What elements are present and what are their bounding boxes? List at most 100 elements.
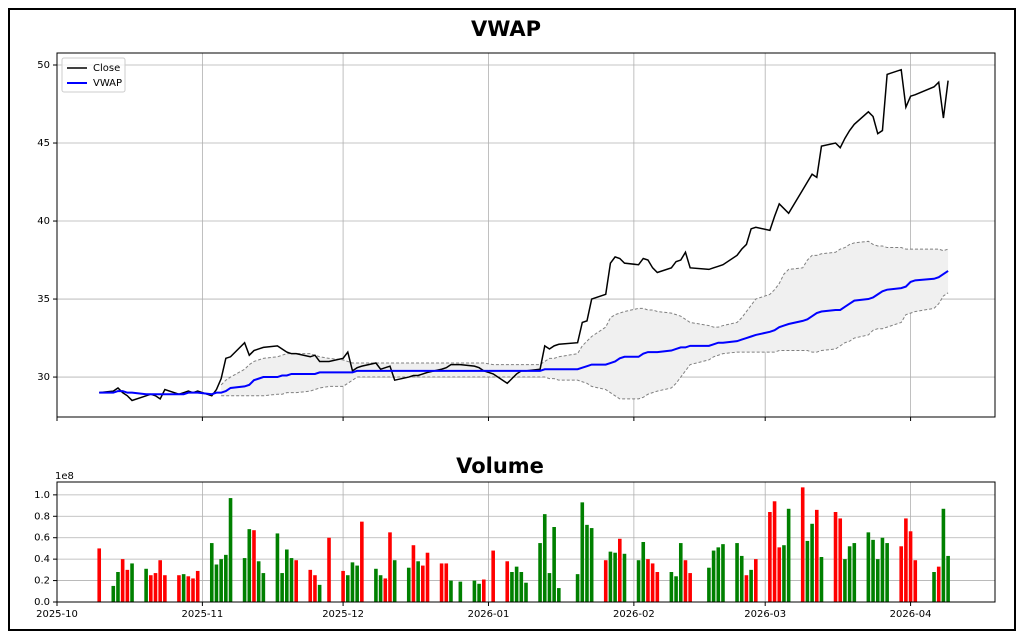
volume-bar [247, 529, 252, 602]
volume-bar [744, 575, 749, 602]
volume-bar [360, 521, 364, 602]
volume-bar [641, 542, 646, 602]
volume-bar [421, 565, 425, 602]
volume-bar [585, 524, 589, 602]
volume-bar [219, 559, 223, 602]
offset-label: 1e8 [55, 471, 74, 482]
volume-bar [589, 528, 594, 602]
volume-bar [125, 569, 130, 602]
y-tick-label: 35 [37, 294, 50, 305]
volume-bar [843, 559, 847, 602]
volume-bar [378, 575, 383, 602]
volume-bar [261, 573, 266, 602]
volume-bar [749, 569, 753, 602]
volume-bar [932, 572, 936, 602]
volume-bar [116, 572, 120, 602]
volume-bar [120, 559, 125, 602]
volume-bar [800, 487, 805, 602]
volume-bar [130, 563, 134, 602]
volume-bar [242, 558, 247, 602]
volume-bar [524, 582, 528, 602]
volume-bar [228, 498, 233, 602]
volume-bar [613, 552, 617, 602]
volume-bar [158, 560, 162, 602]
volume-bar [941, 508, 946, 602]
volume-bar [904, 518, 908, 602]
volume-bar [491, 550, 495, 602]
volume-bar [618, 538, 622, 602]
y-tick-label: 0.0 [34, 597, 50, 608]
chart-title: Volume [456, 454, 544, 478]
volume-bar [707, 567, 711, 602]
volume-bar [754, 559, 758, 602]
volume-bar [814, 509, 819, 602]
volume-bar [514, 566, 519, 602]
x-tick-label: 2025-10 [36, 609, 78, 620]
volume-bar [636, 560, 641, 602]
volume-bar [177, 575, 181, 602]
volume-bar [275, 533, 280, 602]
volume-bar [519, 572, 524, 602]
volume-bar [875, 559, 880, 602]
volume-bar [838, 518, 843, 602]
band-fill [221, 241, 949, 399]
volume-bar [472, 580, 477, 602]
y-tick-label: 40 [37, 216, 50, 227]
volume-bar [913, 560, 918, 602]
volume-bar [416, 561, 420, 602]
volume-bar [505, 561, 510, 602]
volume-bar [678, 543, 683, 602]
volume-bar [510, 572, 514, 602]
volume-bar [153, 573, 158, 602]
volume-bar [711, 550, 716, 602]
volume-bar [946, 555, 950, 602]
volume-bar [163, 575, 167, 602]
volume-bar [481, 579, 486, 602]
volume-bar [768, 512, 772, 602]
volume-bar [388, 532, 392, 602]
volume-bar [646, 559, 650, 602]
volume-bar [688, 573, 692, 602]
volume-bar [772, 501, 777, 602]
volume-bar [411, 545, 416, 602]
volume-bar [444, 563, 449, 602]
volume-bar [782, 545, 786, 602]
volume-bar [406, 567, 411, 602]
volume-bar [355, 565, 359, 602]
x-tick-label: 2026-01 [468, 609, 510, 620]
legend-label: VWAP [93, 78, 122, 89]
volume-bar [345, 575, 350, 602]
volume-bar [580, 502, 585, 602]
volume-bar [833, 512, 838, 602]
volume-bar [603, 560, 608, 602]
x-tick-label: 2026-03 [744, 609, 786, 620]
volume-bar [350, 562, 355, 602]
x-tick-label: 2025-11 [181, 609, 223, 620]
series-line [99, 270, 949, 396]
axes-frame [56, 481, 996, 603]
volume-bar [111, 585, 116, 602]
x-tick-label: 2025-12 [322, 609, 364, 620]
volume-bar [885, 543, 889, 602]
volume-bar [735, 543, 739, 602]
volume-bar [149, 575, 153, 602]
volume-bar [97, 548, 102, 602]
volume-bar [224, 554, 228, 602]
volume-bar [547, 573, 552, 602]
volume-bar [669, 572, 674, 602]
volume-bar [739, 555, 744, 602]
y-tick-label: 0.2 [34, 576, 50, 587]
volume-bar [327, 537, 331, 602]
series-line [99, 68, 949, 402]
volume-bar [899, 546, 903, 602]
volume-bar [674, 576, 678, 602]
volume-bar [392, 560, 397, 602]
volume-bar [439, 563, 444, 602]
volume-bar [622, 553, 627, 602]
volume-bar [721, 544, 725, 602]
chart-title: VWAP [471, 17, 541, 41]
volume-bar [313, 575, 317, 602]
volume-bar [317, 584, 322, 602]
y-tick-label: 45 [37, 138, 50, 149]
